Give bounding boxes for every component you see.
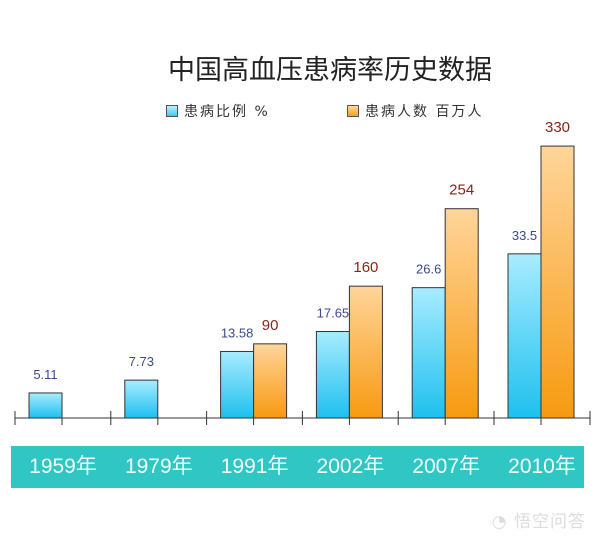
bar-ratio: [507, 253, 542, 419]
bar-ratio: [28, 392, 63, 419]
bar-ratio: [315, 331, 350, 419]
bar-ratio: [220, 350, 255, 419]
data-label: 13.58: [221, 325, 254, 340]
x-tick-label: 2002年: [316, 455, 385, 478]
legend-item-ratio: 患病比例 %: [166, 101, 270, 121]
bar-count: [540, 145, 575, 419]
bar-count: [348, 285, 383, 419]
legend-label: 患病人数 百万人: [365, 104, 484, 120]
data-label: 90: [262, 317, 279, 334]
bar-ratio: [411, 287, 446, 419]
data-label: 33.5: [512, 228, 537, 243]
legend-item-count: 患病人数 百万人: [347, 101, 483, 121]
legend-swatch-blue: [166, 105, 178, 117]
data-label: 160: [353, 259, 378, 276]
data-label: 7.73: [129, 354, 154, 369]
data-label: 17.65: [317, 306, 350, 321]
x-tick-label: 2007年: [412, 455, 481, 478]
legend-label: 患病比例 %: [184, 104, 270, 120]
x-tick-label: 1979年: [124, 455, 193, 478]
category-band: 1959年 1979年 1991年 2002年 2007年 2010年: [11, 446, 584, 488]
x-tick-label: 1991年: [220, 455, 289, 478]
bar-count: [444, 208, 479, 419]
data-label: 330: [545, 119, 570, 136]
bar-count: [253, 343, 288, 419]
data-label: 5.11: [33, 367, 57, 382]
data-label: 26.6: [416, 262, 441, 277]
x-tick-label: 2010年: [508, 455, 576, 478]
data-label: 254: [449, 182, 474, 199]
bar-ratio: [124, 379, 159, 419]
chart-title: 中国高血压患病率历史数据: [168, 55, 492, 86]
legend-swatch-orange: [347, 105, 359, 117]
watermark-logo: ◔ 悟空问答: [491, 512, 586, 532]
x-tick-label: 1959年: [29, 455, 97, 478]
